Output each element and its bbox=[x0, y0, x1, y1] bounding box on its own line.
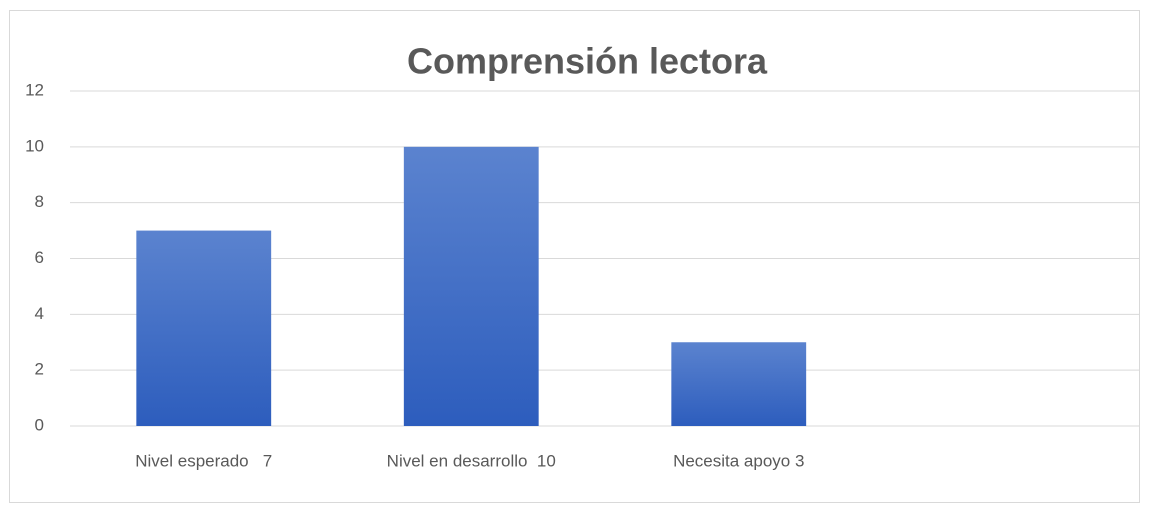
x-tick-label: Nivel esperado 7 bbox=[135, 451, 272, 470]
x-tick-label: Necesita apoyo 3 bbox=[673, 451, 804, 470]
y-tick-label: 10 bbox=[25, 136, 44, 155]
y-tick-label: 12 bbox=[25, 80, 44, 99]
bar bbox=[136, 230, 272, 426]
y-tick-label: 0 bbox=[35, 415, 44, 434]
y-tick-label: 4 bbox=[35, 304, 44, 323]
y-tick-label: 2 bbox=[35, 360, 44, 379]
y-tick-label: 8 bbox=[35, 192, 44, 211]
chart-title: Comprensión lectora bbox=[407, 41, 768, 82]
x-tick-label: Nivel en desarrollo 10 bbox=[387, 451, 556, 470]
bar bbox=[671, 342, 807, 426]
y-tick-label: 6 bbox=[35, 248, 44, 267]
bar bbox=[403, 146, 539, 427]
